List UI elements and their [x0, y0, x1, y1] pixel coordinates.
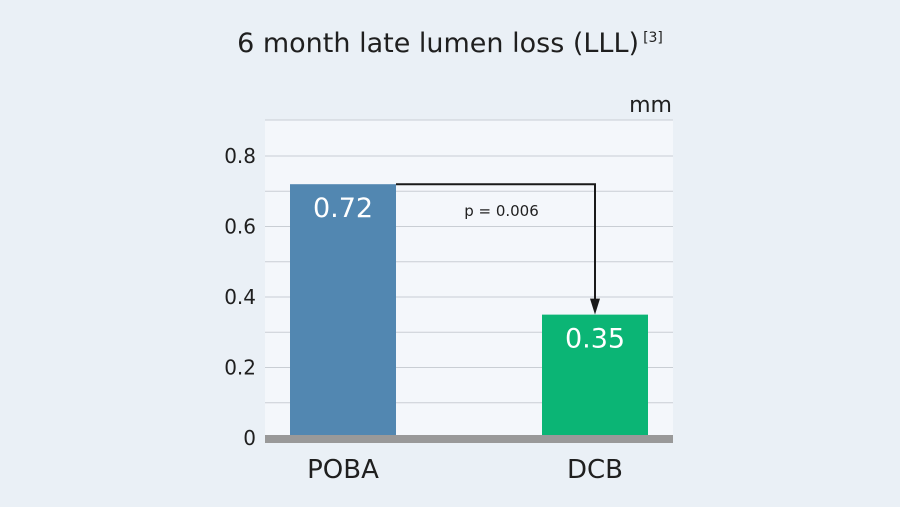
- bar-dcb: [542, 314, 648, 438]
- data-label-poba: 0.72: [313, 193, 373, 224]
- arrow-head-icon: [590, 298, 600, 315]
- p-value-label: p = 0.006: [464, 202, 539, 220]
- y-axis-ticks: 0 0.2 0.4 0.6 0.8: [224, 144, 256, 450]
- category-label-dcb: DCB: [567, 455, 623, 485]
- bar-poba: [290, 184, 396, 438]
- y-axis-unit: mm: [629, 93, 672, 118]
- y-tick-label: 0.8: [224, 144, 256, 168]
- y-tick-label: 0: [243, 426, 256, 450]
- y-tick-label: 0.6: [224, 215, 256, 239]
- data-label-dcb: 0.35: [565, 324, 625, 355]
- y-tick-label: 0.2: [224, 356, 256, 380]
- bars: 0.72 0.35: [290, 184, 648, 438]
- significance-annotation: p = 0.006: [396, 183, 600, 315]
- significance-arrow-line: [396, 183, 596, 301]
- category-label-poba: POBA: [307, 455, 379, 485]
- x-axis-categories: POBA DCB: [307, 455, 623, 485]
- chart-title-group: 6 month late lumen loss (LLL) [3]: [237, 28, 663, 59]
- y-tick-label: 0.4: [224, 285, 256, 309]
- x-axis-baseline: [265, 435, 673, 443]
- chart-title: 6 month late lumen loss (LLL): [237, 28, 639, 59]
- chart-title-reference: [3]: [643, 30, 663, 46]
